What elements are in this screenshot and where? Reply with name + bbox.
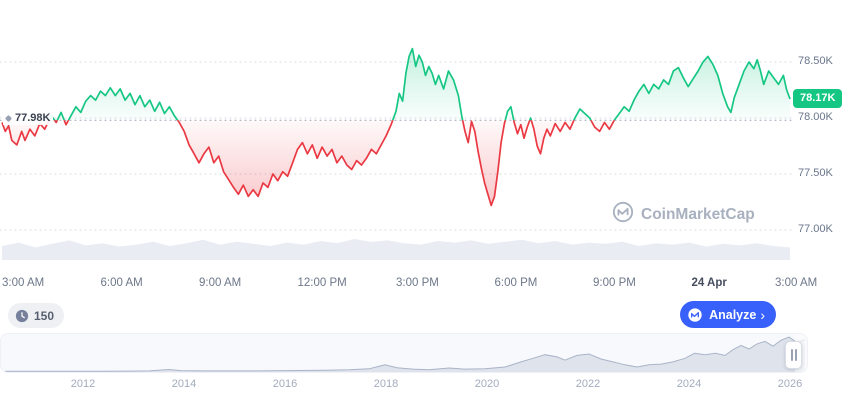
y-axis-label: 77.00K [798, 223, 833, 235]
x-axis-label: 6:00 AM [100, 277, 143, 289]
year-label: 2022 [575, 378, 601, 390]
candle-count-badge[interactable]: 150 [8, 303, 65, 328]
year-label: 2026 [777, 378, 803, 390]
y-axis-label: 78.00K [798, 111, 833, 123]
current-price-text: 78.17K [800, 91, 836, 104]
year-label: 2024 [676, 378, 702, 390]
x-axis-label: 3:00 AM [2, 277, 45, 289]
year-label: 2018 [373, 378, 399, 390]
timeline-navigator[interactable]: 2012 2014 2016 2018 2020 2022 2024 2026 [0, 333, 808, 397]
y-axis-label: 77.50K [798, 167, 833, 179]
clock-icon [15, 309, 29, 323]
chevron-right-icon: › [760, 306, 765, 323]
navigator-chart[interactable] [0, 333, 808, 373]
price-chart-plot[interactable] [0, 0, 796, 265]
x-axis-label: 3:00 PM [396, 277, 439, 289]
candle-count-value: 150 [34, 308, 55, 323]
navigator-resize-handle[interactable] [785, 341, 802, 369]
x-axis-label: 24 Apr [691, 277, 727, 289]
x-axis-label: 9:00 AM [199, 277, 242, 289]
baseline-price-label: 77.98K [3, 111, 54, 126]
year-label: 2020 [474, 378, 500, 390]
analyze-button[interactable]: Analyze › [680, 301, 776, 328]
current-price-badge: 78.17K [793, 88, 843, 108]
year-label: 2016 [272, 378, 298, 390]
x-axis-label: 12:00 PM [297, 277, 347, 289]
x-axis-label: 3:00 AM [775, 277, 818, 289]
x-axis-label: 9:00 PM [593, 277, 636, 289]
x-axis-label: 6:00 PM [494, 277, 538, 289]
x-axis: 3:00 AM 6:00 AM 9:00 AM 12:00 PM 3:00 PM 6:00… [0, 277, 860, 295]
analyze-label: Analyze [709, 307, 757, 322]
baseline-marker-icon [4, 114, 13, 122]
year-label: 2012 [70, 378, 96, 390]
y-axis-label: 78.50K [798, 55, 833, 67]
y-axis: 78.50K 78.00K 77.50K 77.00K [797, 0, 860, 265]
year-label: 2014 [171, 378, 197, 390]
baseline-price-text: 77.98K [15, 112, 51, 125]
analyze-logo-icon [687, 307, 703, 323]
year-axis: 2012 2014 2016 2018 2020 2022 2024 2026 [0, 378, 808, 394]
